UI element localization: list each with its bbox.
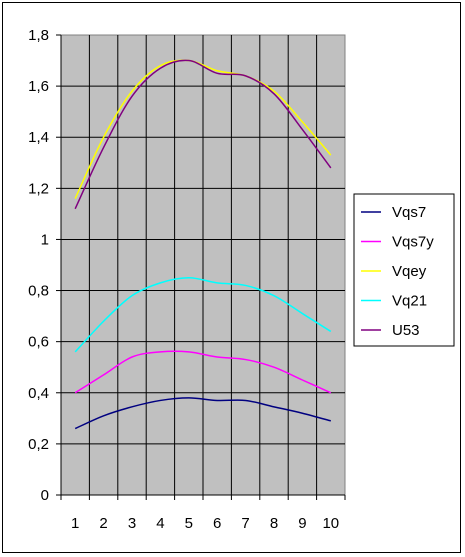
x-tick-label: 9 bbox=[298, 515, 306, 532]
series-lines bbox=[74, 59, 332, 430]
y-tick-label: 0 bbox=[41, 487, 49, 504]
legend: Vqs7 Vqs7y Vqey Vq21 U53 bbox=[353, 193, 455, 347]
x-tick-label: 1 bbox=[71, 515, 79, 532]
chart-frame: 0 0,2 0,4 0,6 0,8 1 1,2 1,4 1,6 1,8 1 2 3 4 5 6 7 8 9 10 V… bbox=[2, 2, 461, 553]
series-line-vqey bbox=[74, 59, 332, 199]
line-chart: 0 0,2 0,4 0,6 0,8 1 1,2 1,4 1,6 1,8 1 2 3 4 5 6 7 8 9 10 V… bbox=[28, 27, 455, 532]
legend-label: Vqs7 bbox=[392, 204, 426, 221]
series-line-u53 bbox=[74, 59, 332, 210]
x-tick-label: 4 bbox=[156, 515, 164, 532]
plot-area bbox=[60, 34, 346, 496]
y-tick-label: 0,8 bbox=[28, 283, 49, 300]
x-tick-label: 6 bbox=[213, 515, 221, 532]
series-line-vq21 bbox=[74, 277, 332, 353]
series-line-vqs7y bbox=[74, 350, 332, 394]
legend-label: U53 bbox=[392, 322, 420, 339]
legend-label: Vqs7y bbox=[392, 234, 434, 251]
series-line-vqs7 bbox=[74, 397, 331, 430]
legend-label: Vq21 bbox=[392, 293, 427, 310]
x-tick-label: 2 bbox=[99, 515, 107, 532]
x-tick-label: 3 bbox=[128, 515, 136, 532]
y-tick-label: 1,8 bbox=[28, 27, 49, 44]
x-axis-ticks: 1 2 3 4 5 6 7 8 9 10 bbox=[60, 495, 346, 532]
legend-label: Vqey bbox=[392, 263, 427, 280]
y-tick-label: 1,2 bbox=[28, 180, 49, 197]
x-tick-label: 8 bbox=[270, 515, 278, 532]
x-tick-label: 5 bbox=[185, 515, 193, 532]
x-tick-label: 10 bbox=[322, 515, 339, 532]
y-tick-label: 0,2 bbox=[28, 436, 49, 453]
y-tick-label: 0,6 bbox=[28, 334, 49, 351]
y-tick-label: 1,6 bbox=[28, 78, 49, 95]
x-tick-label: 7 bbox=[241, 515, 249, 532]
y-tick-label: 1,4 bbox=[28, 129, 49, 146]
legend-box bbox=[353, 193, 455, 347]
y-tick-label: 0,4 bbox=[28, 385, 49, 402]
y-tick-label: 1 bbox=[41, 231, 49, 248]
y-axis-ticks: 0 0,2 0,4 0,6 0,8 1 1,2 1,4 1,6 1,8 bbox=[28, 27, 61, 504]
